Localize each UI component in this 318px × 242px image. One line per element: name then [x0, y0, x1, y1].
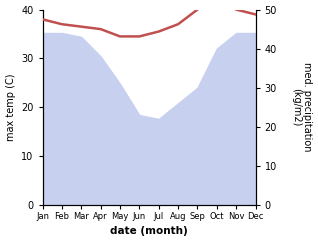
Y-axis label: max temp (C): max temp (C) [5, 74, 16, 141]
X-axis label: date (month): date (month) [110, 227, 188, 236]
Y-axis label: med. precipitation
(kg/m2): med. precipitation (kg/m2) [291, 62, 313, 152]
